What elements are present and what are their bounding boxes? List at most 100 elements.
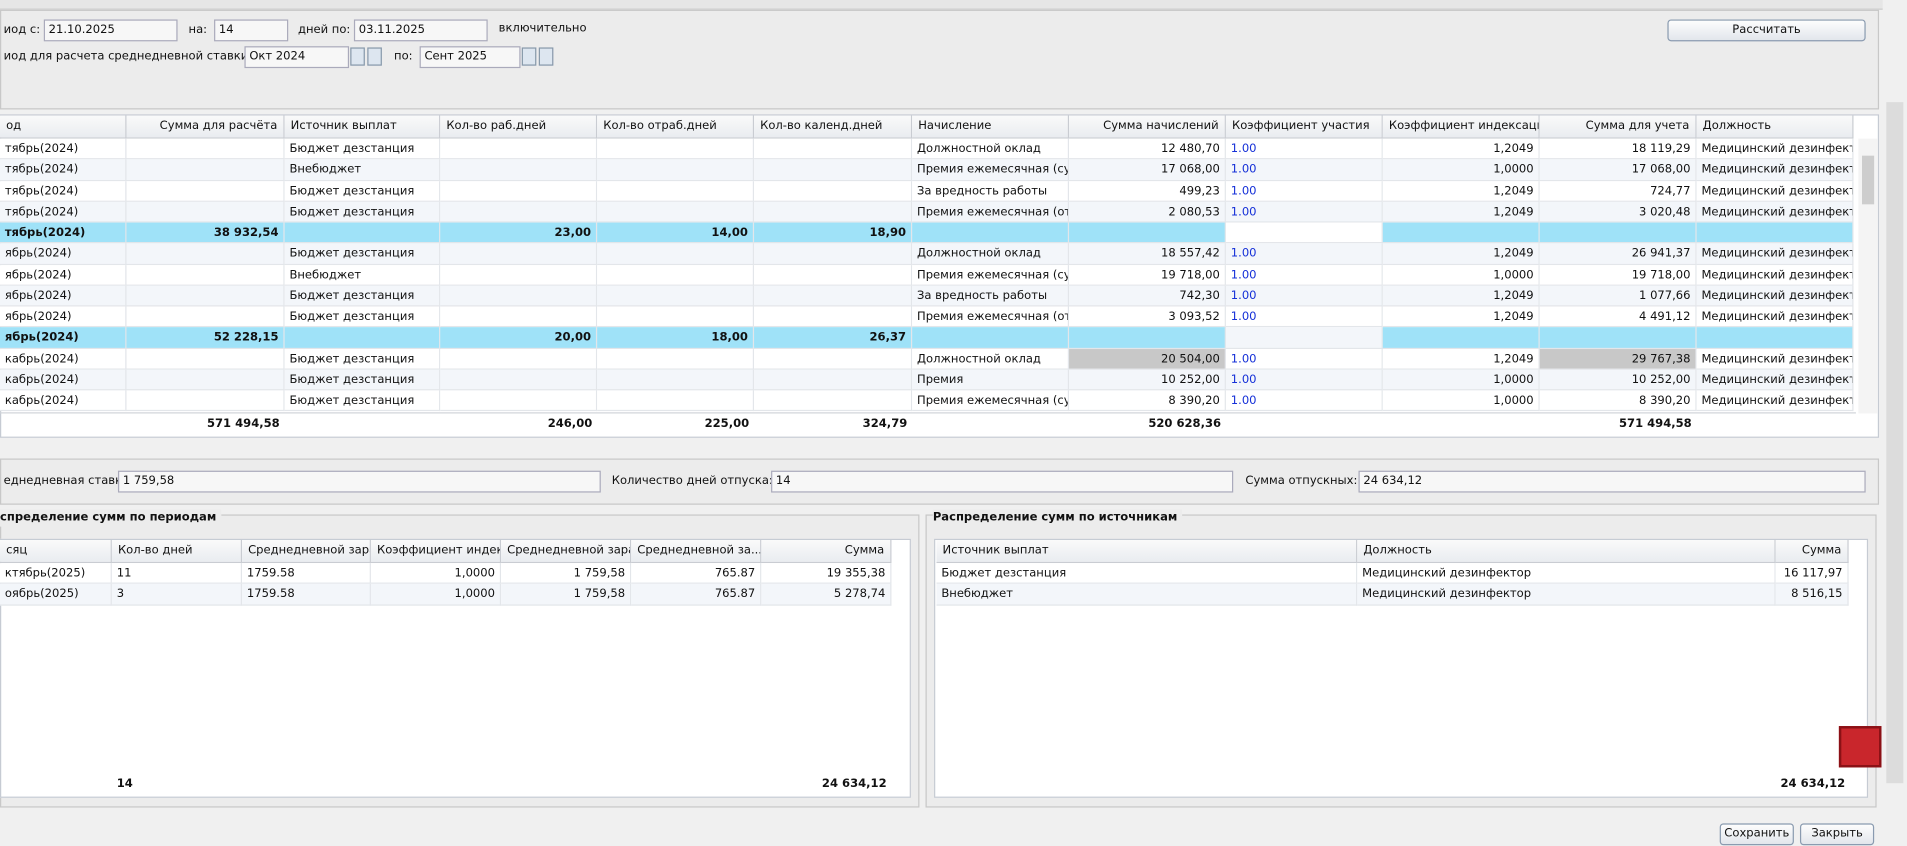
table-cell[interactable]: Должностной оклад [912, 138, 1070, 160]
table-cell[interactable] [126, 264, 285, 286]
table-cell[interactable]: 23,00 [440, 222, 598, 244]
calculate-button[interactable]: Рассчитать [1667, 19, 1866, 42]
table-cell[interactable]: 1.00 [1225, 306, 1383, 328]
table-cell[interactable]: Должностной оклад [912, 348, 1070, 370]
column-header[interactable]: Сумма [1775, 539, 1849, 564]
table-cell[interactable] [1069, 327, 1226, 349]
table-cell[interactable] [754, 243, 913, 265]
table-cell[interactable]: Бюджет дезстанция [284, 180, 441, 202]
table-cell[interactable]: 765.87 [631, 584, 762, 606]
table-cell[interactable] [1382, 327, 1540, 349]
table-cell[interactable] [440, 348, 598, 370]
table-cell[interactable]: 1,0000 [1382, 159, 1540, 181]
avg-to-input[interactable]: Сент 2025 [419, 46, 521, 69]
table-cell[interactable]: тябрь(2024) [0, 159, 127, 181]
table-cell[interactable] [440, 180, 598, 202]
table-cell[interactable] [1225, 327, 1383, 349]
vacation-days-input[interactable]: 14 [771, 470, 1234, 493]
table-cell[interactable]: 499,23 [1069, 180, 1226, 202]
table-cell[interactable]: Медицинский дезинфектор [1696, 285, 1854, 307]
table-cell[interactable]: Медицинский дезинфектор [1696, 138, 1854, 160]
date-to-input[interactable]: 03.11.2025 [353, 19, 488, 42]
table-cell[interactable]: ябрь(2024) [0, 285, 127, 307]
table-cell[interactable]: 3 020,48 [1539, 201, 1697, 223]
column-header[interactable]: Среднедневной за... [631, 539, 762, 564]
table-cell[interactable]: тябрь(2024) [0, 201, 127, 223]
table-cell[interactable]: 18,00 [597, 327, 755, 349]
save-button[interactable]: Сохранить [1719, 823, 1794, 846]
table-cell[interactable]: 3 093,52 [1069, 306, 1226, 328]
table-cell[interactable]: 1,0000 [370, 584, 502, 606]
table-cell[interactable] [440, 285, 598, 307]
table-cell[interactable]: Медицинский дезинфектор [1696, 201, 1854, 223]
days-input[interactable]: 14 [214, 19, 289, 42]
table-cell[interactable]: 12 480,70 [1069, 138, 1226, 160]
column-header[interactable]: Должность [1696, 115, 1854, 139]
table-cell[interactable]: Внебюджет [936, 584, 1358, 606]
column-header[interactable]: Должность [1357, 539, 1776, 564]
column-header[interactable]: Источник выплат [936, 539, 1358, 564]
table-cell[interactable]: 20 504,00 [1069, 348, 1226, 370]
table-cell[interactable]: 1 759,58 [501, 584, 632, 606]
column-header[interactable]: Кол-во отраб.дней [597, 115, 755, 139]
table-cell[interactable]: Бюджет дезстанция [284, 243, 441, 265]
table-cell[interactable]: 1,2049 [1382, 243, 1540, 265]
table-cell[interactable] [126, 138, 285, 160]
column-header[interactable]: Коэффициент индекс... [370, 539, 502, 564]
table-cell[interactable]: 19 718,00 [1539, 264, 1697, 286]
table-cell[interactable]: ябрь(2024) [0, 264, 127, 286]
table-cell[interactable]: Медицинский дезинфектор [1357, 584, 1776, 606]
column-header[interactable]: Сумма начислений [1069, 115, 1226, 139]
column-header[interactable]: Источник выплат [284, 115, 441, 139]
table-cell[interactable]: Медицинский дезинфектор [1696, 369, 1854, 391]
table-cell[interactable] [597, 159, 755, 181]
vacation-sum-input[interactable]: 24 634,12 [1358, 470, 1866, 493]
column-header[interactable]: Начисление [912, 115, 1070, 139]
table-cell[interactable]: 26,37 [754, 327, 913, 349]
column-header[interactable]: Кол-во раб.дней [440, 115, 598, 139]
table-cell[interactable] [1382, 222, 1540, 244]
table-cell[interactable] [754, 285, 913, 307]
table-cell[interactable] [284, 327, 441, 349]
table-cell[interactable]: 1.00 [1225, 201, 1383, 223]
clear-button[interactable] [367, 47, 382, 66]
avg-from-input[interactable]: Окт 2024 [244, 46, 350, 69]
period-from-input[interactable]: 21.10.2025 [43, 19, 178, 42]
table-cell[interactable]: 1,0000 [1382, 390, 1540, 412]
table-cell[interactable]: 1,2049 [1382, 201, 1540, 223]
table-cell[interactable] [126, 369, 285, 391]
table-cell[interactable]: 1759.58 [242, 563, 371, 585]
table-cell[interactable] [754, 180, 913, 202]
table-cell[interactable]: 8 390,20 [1539, 390, 1697, 412]
table-cell[interactable]: оябрь(2025) [0, 584, 112, 606]
table-cell[interactable] [754, 390, 913, 412]
table-cell[interactable]: 10 252,00 [1539, 369, 1697, 391]
table-cell[interactable]: 8 516,15 [1775, 584, 1849, 606]
table-cell[interactable]: 1.00 [1225, 348, 1383, 370]
table-cell[interactable] [597, 264, 755, 286]
column-header[interactable]: Сумма [761, 539, 892, 564]
table-cell[interactable]: Премия ежемесячная (сум... [912, 390, 1070, 412]
table-cell[interactable]: 1.00 [1225, 390, 1383, 412]
table-cell[interactable]: Медицинский дезинфектор [1696, 180, 1854, 202]
table-cell[interactable] [284, 222, 441, 244]
table-cell[interactable]: Должностной оклад [912, 243, 1070, 265]
table-cell[interactable]: 18 557,42 [1069, 243, 1226, 265]
table-cell[interactable]: Премия ежемесячная (от о... [912, 201, 1070, 223]
table-cell[interactable] [597, 201, 755, 223]
table-cell[interactable] [754, 348, 913, 370]
table-cell[interactable]: ябрь(2024) [0, 243, 127, 265]
table-cell[interactable]: кабрь(2024) [0, 348, 127, 370]
table-cell[interactable] [597, 285, 755, 307]
table-cell[interactable]: 3 [111, 584, 243, 606]
table-cell[interactable]: 1.00 [1225, 285, 1383, 307]
table-cell[interactable]: 1.00 [1225, 138, 1383, 160]
table-cell[interactable]: 1 077,66 [1539, 285, 1697, 307]
table-cell[interactable] [1696, 327, 1854, 349]
table-cell[interactable]: Медицинский дезинфектор [1696, 243, 1854, 265]
table-cell[interactable]: Медицинский дезинфектор [1357, 563, 1776, 585]
table-cell[interactable] [126, 390, 285, 412]
table-cell[interactable] [1069, 222, 1226, 244]
table-cell[interactable]: Премия ежемесячная (сум... [912, 159, 1070, 181]
table-cell[interactable]: 1,2049 [1382, 138, 1540, 160]
